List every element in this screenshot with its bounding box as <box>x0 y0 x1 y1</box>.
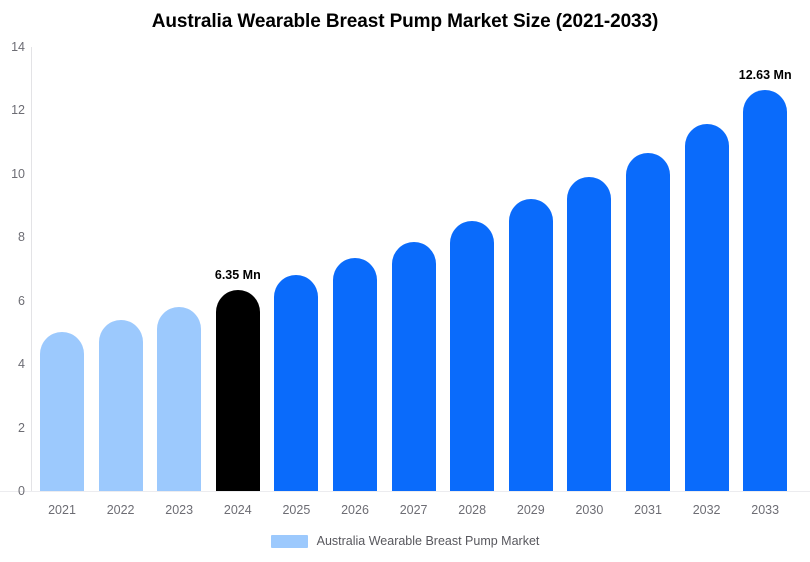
legend-item-0[interactable]: Australia Wearable Breast Pump Market <box>270 534 540 548</box>
bar-group-2026 <box>333 47 377 491</box>
x-axis-tick-2030: 2030 <box>575 503 604 517</box>
x-axis-tick-2028: 2028 <box>458 503 487 517</box>
bar-group-2029 <box>508 47 553 491</box>
bar-2031[interactable] <box>626 153 670 491</box>
bar-2029[interactable] <box>508 199 553 491</box>
y-axis-tick-6: 6 <box>18 293 25 308</box>
x-axis-tick-2024: 2024 <box>223 503 252 517</box>
y-axis-tick-labels: 0 2 4 6 8 10 12 14 <box>0 0 25 562</box>
x-axis-tick-2021: 2021 <box>48 503 76 517</box>
legend-label: Australia Wearable Breast Pump Market <box>316 534 540 548</box>
x-axis-tick-2023: 2023 <box>165 503 194 517</box>
bar-2027[interactable] <box>391 242 436 491</box>
y-axis-tick-8: 8 <box>18 230 25 245</box>
x-axis-tick-2032: 2032 <box>692 503 721 517</box>
y-axis-tick-14: 14 <box>11 40 25 54</box>
bar-group-2031 <box>626 47 670 491</box>
y-axis-tick-4: 4 <box>18 357 25 372</box>
bar-2028[interactable] <box>450 221 495 491</box>
bar-2026[interactable] <box>333 257 377 491</box>
bar-2021[interactable] <box>40 332 84 491</box>
bar-2030[interactable] <box>567 177 612 491</box>
x-axis-tick-2027: 2027 <box>399 503 428 517</box>
bar-group-2022 <box>98 47 143 491</box>
y-axis-tick-2: 2 <box>18 420 25 435</box>
bar-group-2021 <box>40 47 84 491</box>
y-axis-tick-10: 10 <box>11 166 25 181</box>
bar-group-2033: 12.63 Mn <box>739 47 792 491</box>
x-axis-tick-2029: 2029 <box>516 503 545 517</box>
legend-swatch-icon <box>270 534 308 548</box>
x-axis-tick-2031: 2031 <box>634 503 662 517</box>
bar-2022[interactable] <box>98 319 143 491</box>
y-axis-tick-12: 12 <box>11 103 25 118</box>
bar-2025[interactable] <box>274 275 319 491</box>
bar-value-label-2033: 12.63 Mn <box>738 68 792 83</box>
bar-2032[interactable] <box>684 124 729 491</box>
bar-value-label-2024: 6.35 Mn <box>214 267 261 282</box>
bar-group-2027 <box>391 47 436 491</box>
x-axis-tick-2022: 2022 <box>106 503 135 517</box>
bar-group-2025 <box>274 47 319 491</box>
bar-2033[interactable] <box>743 90 788 491</box>
x-axis-tick-2026: 2026 <box>341 503 369 517</box>
x-axis-tick-2033: 2033 <box>751 503 780 517</box>
y-axis-tick-0: 0 <box>18 484 25 498</box>
bar-2023[interactable] <box>157 307 202 491</box>
chart-legend: Australia Wearable Breast Pump Market <box>0 534 810 548</box>
bar-group-2028 <box>450 47 495 491</box>
bar-group-2030 <box>567 47 612 491</box>
bar-group-2032 <box>684 47 729 491</box>
plot-area: 6.35 Mn 12.63 Mn <box>31 47 806 491</box>
x-axis-line <box>0 491 810 492</box>
bar-2024[interactable] <box>215 289 260 491</box>
bar-group-2024: 6.35 Mn <box>214 47 261 491</box>
bar-group-2023 <box>157 47 202 491</box>
chart-title: Australia Wearable Breast Pump Market Si… <box>151 11 659 32</box>
y-axis-line <box>31 47 32 491</box>
x-axis-tick-2025: 2025 <box>282 503 311 517</box>
